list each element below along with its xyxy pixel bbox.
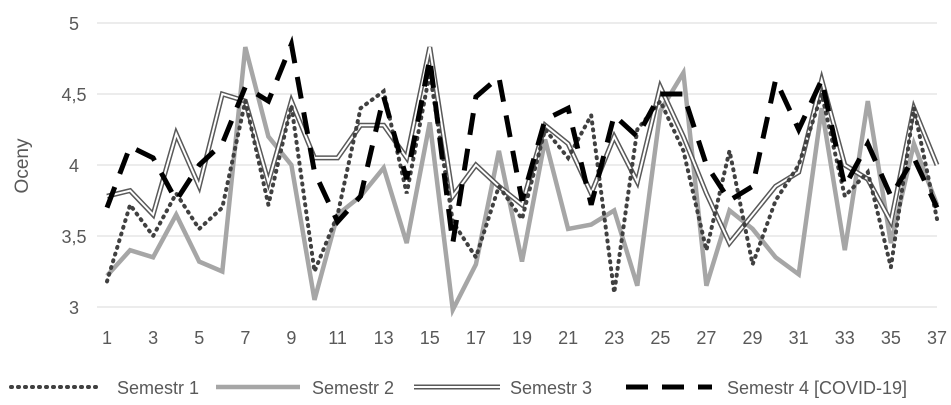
series-layer	[104, 35, 940, 318]
series-line	[104, 35, 940, 244]
y-tick-label: 4	[69, 156, 79, 176]
x-tick-label: 27	[696, 328, 716, 348]
x-tick-label: 11	[328, 328, 347, 348]
y-tick-label: 3	[69, 298, 79, 318]
y-axis: 3 3,5 4 4,5 5	[61, 14, 86, 318]
x-tick-label: 31	[789, 328, 809, 348]
x-tick-label: 5	[194, 328, 204, 348]
y-tick-label: 5	[69, 14, 79, 34]
x-tick-label: 17	[466, 328, 486, 348]
x-tick-label: 23	[604, 328, 624, 348]
series-semestr-4-covid-19	[104, 35, 940, 244]
x-tick-label: 9	[286, 328, 296, 348]
series-line	[105, 72, 939, 294]
x-tick-label: 25	[650, 328, 670, 348]
x-tick-label: 1	[102, 328, 112, 348]
legend-label: Semestr 2	[312, 378, 394, 398]
legend-item: Semestr 4 [COVID-19]	[626, 378, 907, 398]
x-tick-label: 35	[881, 328, 901, 348]
x-tick-label: 19	[512, 328, 532, 348]
x-tick-label: 3	[148, 328, 158, 348]
x-tick-label: 21	[558, 328, 578, 348]
x-tick-label: 13	[374, 328, 394, 348]
legend-item: Semestr 2	[216, 378, 394, 398]
legend-label: Semestr 1	[117, 378, 199, 398]
y-tick-label: 4,5	[61, 85, 86, 105]
legend-item: Semestr 3	[414, 378, 592, 398]
y-axis-label: Oceny	[12, 138, 33, 193]
legend: Semestr 1 Semestr 2 Semestr 3 Semestr 4 [CO…	[9, 378, 907, 398]
x-tick-label: 7	[240, 328, 250, 348]
y-tick-label: 3,5	[61, 227, 86, 247]
series-semestr-2	[105, 46, 940, 318]
x-tick-label: 37	[927, 328, 947, 348]
x-tick-label: 33	[835, 328, 855, 348]
legend-label: Semestr 3	[510, 378, 592, 398]
x-tick-label: 29	[743, 328, 763, 348]
series-line	[105, 46, 940, 318]
series-semestr-1	[105, 72, 939, 294]
x-tick-label: 15	[420, 328, 440, 348]
x-axis: 1 3 5 7 9 11 13 15 17 19 21 23 25 27 29 31 33 35 37	[102, 328, 947, 348]
legend-label: Semestr 4 [COVID-19]	[727, 378, 907, 398]
legend-item: Semestr 1	[9, 378, 199, 398]
